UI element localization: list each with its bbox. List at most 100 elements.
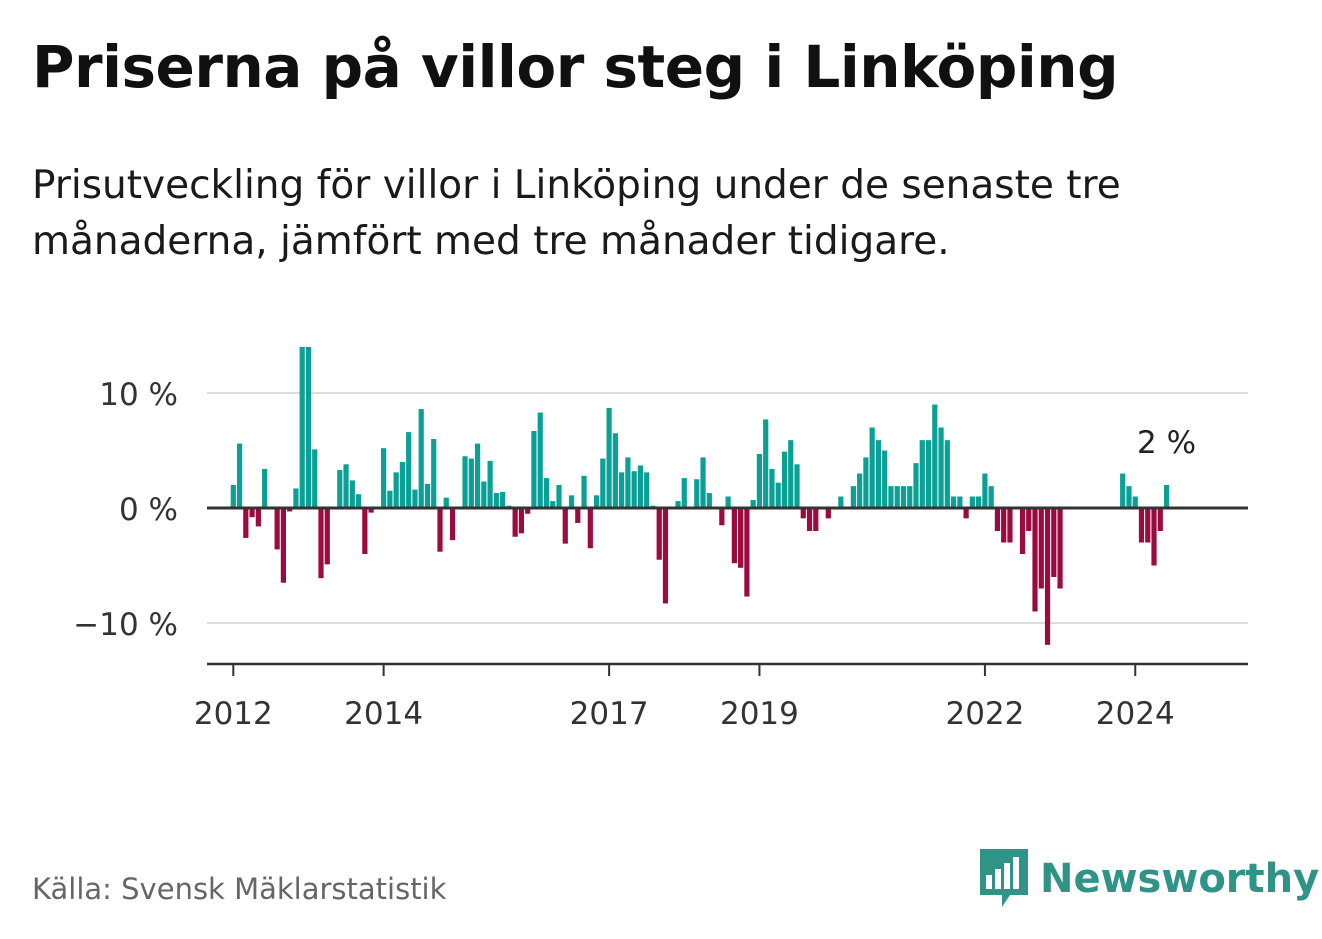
bar (556, 485, 562, 508)
bar (925, 440, 932, 508)
bar (769, 468, 775, 508)
bar (619, 472, 625, 508)
bar (462, 456, 468, 508)
bar (625, 457, 631, 508)
bar (631, 471, 637, 508)
y-tick-label: 0 % (119, 492, 178, 528)
bar (236, 443, 243, 508)
bar (1163, 485, 1170, 508)
bar (976, 496, 982, 508)
y-tick-label: 10 % (99, 377, 178, 413)
x-tick-label: 2012 (194, 696, 273, 732)
bar (907, 486, 913, 508)
bar (882, 450, 888, 508)
bar (1145, 508, 1151, 543)
chart-subtitle: Prisutveckling för villor i Linköping un… (32, 163, 1121, 264)
bar (800, 508, 806, 519)
bar (562, 508, 568, 544)
bar (418, 409, 424, 508)
bar (938, 427, 944, 508)
x-tick-label: 2017 (570, 696, 649, 732)
bar (763, 419, 769, 508)
bar (825, 508, 831, 519)
bar (1151, 508, 1157, 566)
bar (806, 508, 813, 531)
bar (932, 404, 938, 508)
bar (1126, 486, 1132, 508)
bar (1001, 508, 1007, 543)
bar (512, 508, 518, 537)
bar (587, 508, 593, 549)
bar (550, 501, 556, 508)
bar (481, 481, 487, 508)
brand-logo: Newsworthy (980, 848, 1319, 910)
bar (362, 508, 368, 554)
bar (443, 497, 449, 508)
bar (262, 468, 268, 508)
bar (694, 479, 700, 508)
bar (525, 508, 531, 514)
bar (575, 508, 581, 523)
bar (600, 458, 606, 508)
bar (230, 485, 236, 508)
bar (343, 464, 349, 508)
bar (274, 508, 280, 550)
bar (606, 407, 612, 508)
bar (982, 473, 988, 508)
bar (355, 494, 362, 508)
bar (731, 508, 737, 564)
bar (988, 486, 994, 508)
x-tick-label: 2024 (1096, 696, 1175, 732)
bar (412, 489, 418, 508)
labels: 10 % 0 % −10 % 2012 2014 2017 2019 2022 2024 2 % (73, 377, 1196, 732)
bar-chart-speech-bubble-icon (980, 849, 1028, 907)
bar (593, 495, 600, 508)
bar (287, 508, 293, 512)
bar (1019, 508, 1026, 554)
bar (875, 440, 882, 508)
bar (581, 475, 587, 508)
bar (280, 508, 287, 583)
bar (537, 412, 543, 508)
grid-lines (207, 392, 1248, 624)
bar (1038, 508, 1044, 589)
bar (368, 508, 374, 513)
bar (994, 508, 1001, 531)
bar (474, 443, 481, 508)
bar (744, 508, 750, 597)
x-tick-label: 2022 (945, 696, 1024, 732)
bar (255, 508, 261, 527)
bar (1120, 473, 1126, 508)
bar (813, 508, 819, 531)
bar (1138, 508, 1145, 543)
bar (662, 508, 669, 604)
bar (381, 448, 387, 508)
bar (919, 440, 925, 508)
bar (249, 508, 255, 518)
bar (1157, 508, 1163, 531)
bar (788, 440, 794, 508)
bars (230, 347, 1170, 645)
bar (775, 482, 781, 508)
bar (431, 439, 437, 508)
x-tick-label: 2014 (344, 696, 423, 732)
bar (838, 496, 844, 508)
bar (468, 458, 474, 508)
bar (725, 496, 731, 508)
bar (700, 457, 706, 508)
bar (518, 508, 525, 534)
source-note: Källa: Svensk Mäklarstatistik (32, 872, 447, 906)
bar (637, 465, 644, 508)
bar (656, 508, 662, 560)
bar (1057, 508, 1063, 589)
bar (243, 508, 249, 538)
bar (850, 486, 856, 508)
bar (869, 427, 875, 508)
bar (337, 470, 343, 508)
bar (406, 432, 412, 508)
bar (944, 440, 950, 508)
bar (950, 496, 957, 508)
bar (500, 491, 506, 508)
bar (1051, 508, 1057, 577)
